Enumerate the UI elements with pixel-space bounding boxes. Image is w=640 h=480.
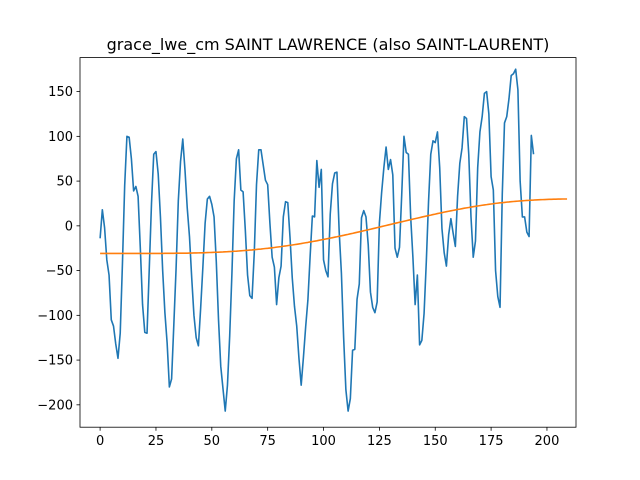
x-tick-label: 50 <box>204 434 221 449</box>
x-tick-label: 175 <box>479 434 504 449</box>
x-tick-label: 0 <box>96 434 104 449</box>
y-tick-label: −150 <box>37 354 73 369</box>
x-tick-label: 75 <box>259 434 276 449</box>
x-tick-label: 200 <box>535 434 560 449</box>
series-line-1 <box>99 68 535 412</box>
y-tick-label: 150 <box>48 85 73 100</box>
chart-title: grace_lwe_cm SAINT LAWRENCE (also SAINT-… <box>107 35 550 55</box>
x-tick-label: 150 <box>423 434 448 449</box>
series-line-2 <box>100 198 568 255</box>
y-tick-label: −200 <box>37 398 73 413</box>
y-tick-label: 100 <box>48 130 73 145</box>
x-tick-label: 100 <box>311 434 336 449</box>
x-axis: 0 25 50 75 100 125 150 175 200 <box>96 427 559 449</box>
y-tick-label: 50 <box>56 175 73 190</box>
y-axis: −200 −150 −100 −50 0 50 100 150 <box>37 85 80 413</box>
x-tick-label: 125 <box>367 434 392 449</box>
plot-frame <box>79 57 577 428</box>
y-tick-label: −100 <box>37 309 73 324</box>
series-layer <box>99 68 568 412</box>
y-tick-label: 0 <box>65 219 73 234</box>
x-tick-label: 25 <box>148 434 165 449</box>
y-tick-label: −50 <box>46 264 73 279</box>
